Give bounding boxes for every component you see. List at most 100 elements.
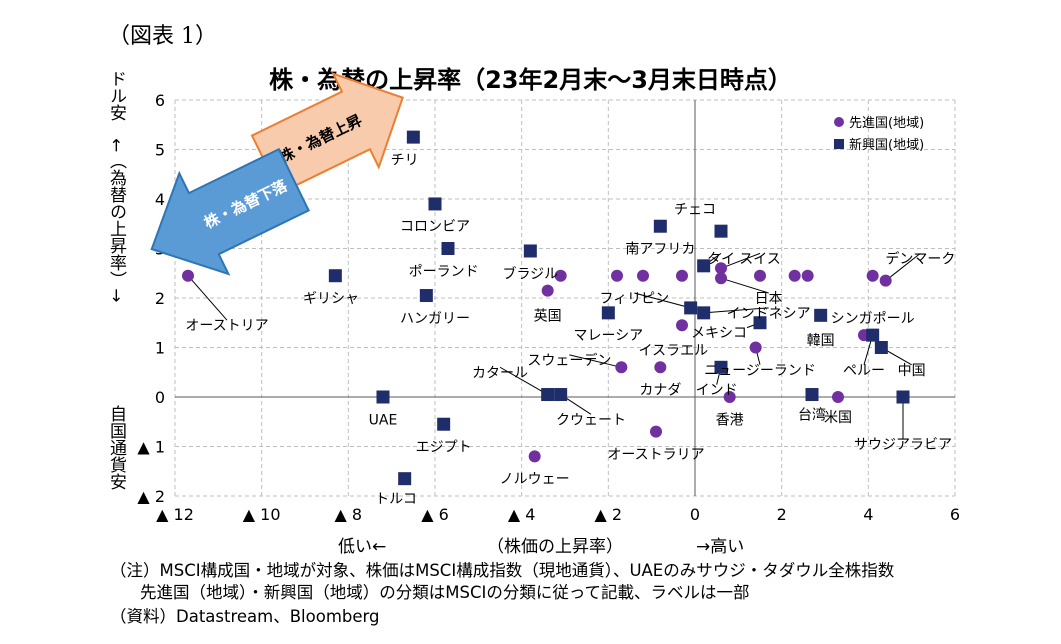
data-point-emerging: [601, 306, 615, 320]
data-point-advanced: [611, 269, 623, 282]
data-point-advanced: [554, 269, 567, 282]
x-axis-label: （株価の上昇率）: [487, 537, 623, 557]
data-point-emerging: [653, 219, 667, 233]
point-label: インド: [696, 383, 738, 399]
point-label: クウェート: [556, 412, 626, 428]
point-label: メキシコ: [691, 326, 747, 342]
x-tick-label: 6: [950, 505, 960, 524]
x-tick-label: 4: [863, 505, 873, 524]
point-label: マレーシア: [573, 328, 643, 344]
x-tick-label: ▲ 2: [595, 505, 623, 524]
data-point-advanced: [801, 269, 814, 282]
data-point-advanced: [788, 269, 801, 282]
y-tick-label: 1: [155, 339, 165, 358]
x-tick-label: ▲ 4: [508, 505, 536, 524]
y-tick-label: ▲ 1: [137, 438, 165, 457]
source-line: （資料）Datastream、Bloomberg: [110, 607, 380, 626]
y-tick-label: 4: [155, 190, 165, 209]
point-label: 南アフリカ: [625, 242, 695, 258]
point-label: ブラジル: [502, 265, 558, 282]
legend-label: 先進国(地域): [849, 116, 924, 131]
data-point-advanced: [676, 269, 688, 282]
point-label: ニュージーランド: [704, 363, 816, 379]
data-point-emerging: [428, 197, 442, 211]
leader-line: [499, 366, 548, 395]
legend-marker-emerging: [834, 139, 844, 149]
data-point-advanced: [182, 269, 194, 282]
point-label: 日本: [755, 291, 783, 307]
figure-label: （図表 1）: [108, 24, 217, 49]
data-point-emerging: [697, 259, 711, 273]
data-point-emerging: [541, 388, 555, 402]
data-point-emerging: [805, 388, 819, 402]
data-point-advanced: [676, 319, 688, 332]
fall-arrow-shape: [150, 147, 310, 276]
leader-line: [634, 292, 691, 309]
data-point-emerging: [714, 360, 728, 374]
point-label: タイ: [707, 251, 735, 267]
x-axis-label-high: →高い: [696, 537, 745, 557]
data-point-emerging: [406, 130, 420, 144]
data-point-emerging: [398, 472, 412, 486]
point-label: 台湾: [798, 406, 826, 423]
point-label: チェコ: [674, 202, 716, 218]
note-line: 先進国（地域）・新興国（地域）の分類はMSCIの分類に従って記載、ラベルは一部: [140, 583, 750, 602]
leader-line: [720, 277, 769, 294]
y-tick-label: 5: [155, 141, 165, 160]
point-label: スウェーデン: [527, 352, 611, 369]
point-label: UAE: [369, 412, 398, 428]
point-label: 中国: [898, 363, 926, 379]
note-line: （注）MSCI構成国・地域が対象、株価はMSCI構成指数（現地通貨）、UAEのみ…: [110, 561, 895, 580]
point-label: フィリピン: [599, 291, 669, 307]
point-label: ポーランド: [409, 264, 479, 280]
data-point-advanced: [654, 361, 667, 374]
point-label: ハンガリー: [400, 311, 470, 327]
point-label: 韓国: [807, 333, 835, 349]
data-point-emerging: [896, 390, 910, 404]
data-point-advanced: [879, 274, 892, 287]
data-point-emerging: [697, 306, 711, 320]
y-axis-label-negative: 自国通貨安: [106, 405, 126, 490]
data-point-advanced: [749, 341, 762, 354]
point-label: サウジアラビア: [854, 437, 952, 453]
y-axis-label: ドル安 ←（為替の上昇率）→: [106, 70, 126, 303]
x-tick-label: ▲ 8: [335, 505, 363, 524]
x-tick-label: 0: [690, 505, 700, 524]
data-point-advanced: [715, 262, 727, 275]
x-tick-label: ▲ 12: [156, 505, 194, 524]
point-label: 英国: [534, 307, 562, 324]
point-label: オーストリア: [185, 318, 268, 334]
data-point-emerging: [554, 388, 568, 402]
y-tick-label: ▲ 2: [137, 487, 165, 506]
x-tick-label: ▲ 10: [243, 505, 281, 524]
point-label: デンマーク: [885, 250, 955, 267]
data-point-emerging: [419, 289, 433, 303]
leader-line: [720, 252, 761, 269]
data-point-advanced: [528, 450, 541, 463]
data-point-advanced: [615, 361, 628, 374]
point-label: ギリシャ: [303, 291, 359, 307]
point-label: イスラエル: [639, 343, 709, 359]
point-label: オーストラリア: [607, 447, 704, 463]
data-point-emerging: [874, 341, 888, 354]
leader-line: [569, 354, 622, 368]
point-label: コロンビア: [400, 219, 470, 235]
x-tick-label: ▲ 6: [421, 505, 449, 524]
data-point-emerging: [866, 328, 880, 342]
point-label: カナダ: [639, 383, 681, 399]
legend-label: 新興国(地域): [849, 137, 924, 153]
leader-line: [703, 307, 769, 314]
data-point-advanced: [866, 269, 879, 282]
fall-arrow: 株・為替下落: [150, 147, 310, 276]
data-point-emerging: [523, 244, 537, 258]
point-label: インドネシア: [727, 306, 811, 322]
rise-arrow: 株・為替上昇: [250, 71, 404, 195]
y-tick-label: 6: [155, 91, 165, 110]
y-tick-label: 2: [155, 289, 165, 308]
point-label: 米国: [824, 410, 852, 426]
data-point-emerging: [441, 242, 455, 255]
data-point-advanced: [650, 425, 662, 438]
point-label: カタール: [472, 365, 528, 381]
point-label: エジプト: [416, 440, 472, 456]
data-point-advanced: [723, 391, 736, 403]
